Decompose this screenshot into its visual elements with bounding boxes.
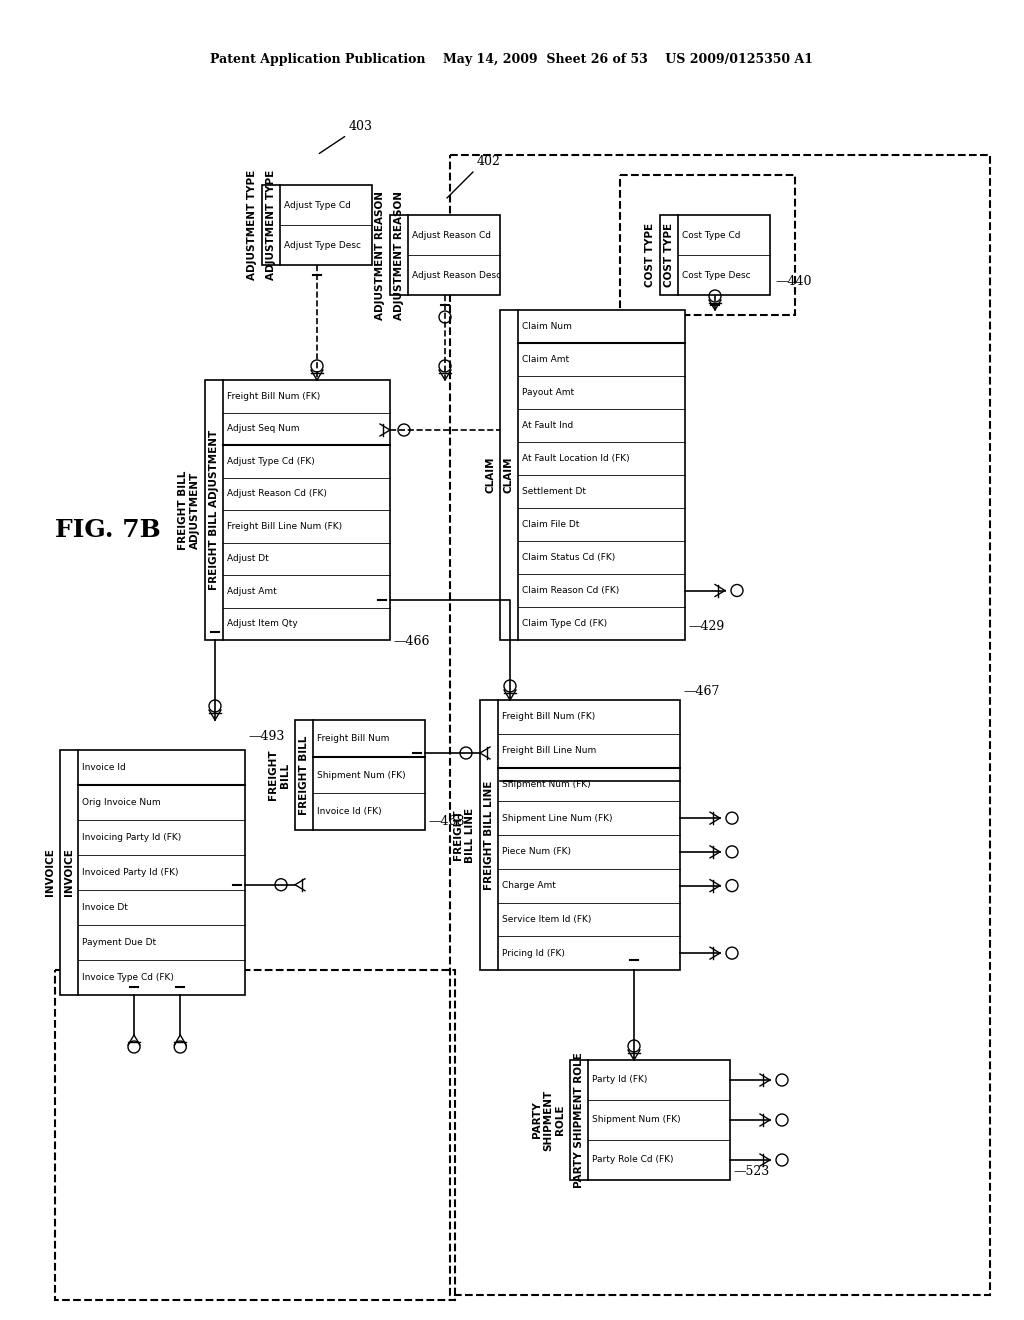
Text: —466: —466 bbox=[393, 635, 429, 648]
Text: Settlement Dt: Settlement Dt bbox=[522, 487, 586, 496]
Text: Payout Amt: Payout Amt bbox=[522, 388, 574, 397]
Text: Freight Bill Num (FK): Freight Bill Num (FK) bbox=[502, 713, 595, 721]
Text: Claim Reason Cd (FK): Claim Reason Cd (FK) bbox=[522, 586, 620, 595]
Text: Adjust Amt: Adjust Amt bbox=[227, 587, 276, 595]
Text: Invoice Dt: Invoice Dt bbox=[82, 903, 128, 912]
Text: —467: —467 bbox=[683, 685, 720, 698]
Text: Adjust Reason Desc: Adjust Reason Desc bbox=[412, 271, 501, 280]
Text: COST TYPE: COST TYPE bbox=[645, 223, 655, 286]
Text: INVOICE: INVOICE bbox=[63, 849, 74, 896]
Text: 402: 402 bbox=[477, 154, 501, 168]
Bar bbox=[620, 176, 795, 315]
Text: ADJUSTMENT TYPE: ADJUSTMENT TYPE bbox=[247, 170, 257, 280]
Text: Adjust Reason Cd (FK): Adjust Reason Cd (FK) bbox=[227, 490, 327, 498]
Text: At Fault Ind: At Fault Ind bbox=[522, 421, 573, 430]
Text: FREIGHT BILL: FREIGHT BILL bbox=[299, 735, 309, 814]
Bar bbox=[295, 719, 425, 830]
Text: Charge Amt: Charge Amt bbox=[502, 882, 556, 890]
Text: —493: —493 bbox=[248, 730, 285, 743]
Text: Invoice Id: Invoice Id bbox=[82, 763, 126, 772]
Text: Cost Type Desc: Cost Type Desc bbox=[682, 271, 751, 280]
Text: Claim Status Cd (FK): Claim Status Cd (FK) bbox=[522, 553, 615, 562]
Text: FREIGHT
BILL LINE: FREIGHT BILL LINE bbox=[454, 808, 475, 862]
Text: INVOICE: INVOICE bbox=[45, 849, 55, 896]
Bar bbox=[660, 215, 770, 294]
Text: Party Id (FK): Party Id (FK) bbox=[592, 1076, 647, 1085]
Text: Adjust Seq Num: Adjust Seq Num bbox=[227, 424, 299, 433]
Text: 403: 403 bbox=[349, 120, 373, 133]
Text: Adjust Item Qty: Adjust Item Qty bbox=[227, 619, 298, 628]
Text: FREIGHT
BILL: FREIGHT BILL bbox=[268, 750, 290, 800]
Text: Party Role Cd (FK): Party Role Cd (FK) bbox=[592, 1155, 674, 1164]
Text: Pricing Id (FK): Pricing Id (FK) bbox=[502, 949, 565, 957]
Text: At Fault Location Id (FK): At Fault Location Id (FK) bbox=[522, 454, 630, 463]
Text: COST TYPE: COST TYPE bbox=[664, 223, 674, 286]
Text: FREIGHT BILL LINE: FREIGHT BILL LINE bbox=[484, 780, 494, 890]
Text: Payment Due Dt: Payment Due Dt bbox=[82, 939, 156, 946]
Text: FIG. 7B: FIG. 7B bbox=[55, 517, 161, 543]
Text: Shipment Num (FK): Shipment Num (FK) bbox=[502, 780, 591, 789]
Text: CLAIM: CLAIM bbox=[485, 457, 495, 494]
Text: ADJUSTMENT REASON: ADJUSTMENT REASON bbox=[394, 190, 404, 319]
Text: Adjust Reason Cd: Adjust Reason Cd bbox=[412, 231, 490, 239]
Text: Adjust Type Cd: Adjust Type Cd bbox=[284, 201, 351, 210]
Text: —468: —468 bbox=[428, 814, 465, 828]
Bar bbox=[205, 380, 390, 640]
Text: Patent Application Publication    May 14, 2009  Sheet 26 of 53    US 2009/012535: Patent Application Publication May 14, 2… bbox=[211, 54, 813, 66]
Text: Shipment Num (FK): Shipment Num (FK) bbox=[592, 1115, 681, 1125]
Text: Freight Bill Num: Freight Bill Num bbox=[317, 734, 389, 743]
Text: FREIGHT BILL
ADJUSTMENT: FREIGHT BILL ADJUSTMENT bbox=[178, 470, 200, 549]
Text: Claim File Dt: Claim File Dt bbox=[522, 520, 580, 529]
Bar bbox=[480, 700, 680, 970]
Text: Adjust Type Desc: Adjust Type Desc bbox=[284, 240, 361, 249]
Text: Shipment Num (FK): Shipment Num (FK) bbox=[317, 771, 406, 780]
Text: Freight Bill Line Num: Freight Bill Line Num bbox=[502, 746, 596, 755]
Bar bbox=[60, 750, 245, 995]
Text: —440: —440 bbox=[775, 275, 811, 288]
Text: Shipment Line Num (FK): Shipment Line Num (FK) bbox=[502, 813, 612, 822]
Text: —523: —523 bbox=[733, 1166, 769, 1177]
Bar bbox=[390, 215, 500, 294]
Bar bbox=[262, 185, 372, 265]
Bar bbox=[450, 154, 990, 1295]
Text: Piece Num (FK): Piece Num (FK) bbox=[502, 847, 571, 857]
Text: Adjust Dt: Adjust Dt bbox=[227, 554, 268, 564]
Text: Invoicing Party Id (FK): Invoicing Party Id (FK) bbox=[82, 833, 181, 842]
Text: Freight Bill Line Num (FK): Freight Bill Line Num (FK) bbox=[227, 521, 342, 531]
Text: Freight Bill Num (FK): Freight Bill Num (FK) bbox=[227, 392, 321, 401]
Bar bbox=[55, 970, 455, 1300]
Text: —429: —429 bbox=[688, 620, 724, 634]
Text: Cost Type Cd: Cost Type Cd bbox=[682, 231, 740, 239]
Text: Invoice Id (FK): Invoice Id (FK) bbox=[317, 807, 382, 816]
Text: Invoiced Party Id (FK): Invoiced Party Id (FK) bbox=[82, 869, 178, 876]
Text: Claim Amt: Claim Amt bbox=[522, 355, 569, 364]
Text: PARTY
SHIPMENT
ROLE: PARTY SHIPMENT ROLE bbox=[531, 1089, 565, 1151]
Text: CLAIM: CLAIM bbox=[504, 457, 514, 494]
Bar bbox=[570, 1060, 730, 1180]
Text: ADJUSTMENT TYPE: ADJUSTMENT TYPE bbox=[266, 170, 276, 280]
Text: Orig Invoice Num: Orig Invoice Num bbox=[82, 799, 161, 807]
Text: Adjust Type Cd (FK): Adjust Type Cd (FK) bbox=[227, 457, 314, 466]
Text: Claim Type Cd (FK): Claim Type Cd (FK) bbox=[522, 619, 607, 628]
Text: FREIGHT BILL ADJUSTMENT: FREIGHT BILL ADJUSTMENT bbox=[209, 430, 219, 590]
Text: ADJUSTMENT REASON: ADJUSTMENT REASON bbox=[375, 190, 385, 319]
Text: PARTY SHIPMENT ROLE: PARTY SHIPMENT ROLE bbox=[574, 1052, 584, 1188]
Bar bbox=[500, 310, 685, 640]
Text: Service Item Id (FK): Service Item Id (FK) bbox=[502, 915, 592, 924]
Text: Claim Num: Claim Num bbox=[522, 322, 571, 331]
Text: Invoice Type Cd (FK): Invoice Type Cd (FK) bbox=[82, 973, 174, 982]
